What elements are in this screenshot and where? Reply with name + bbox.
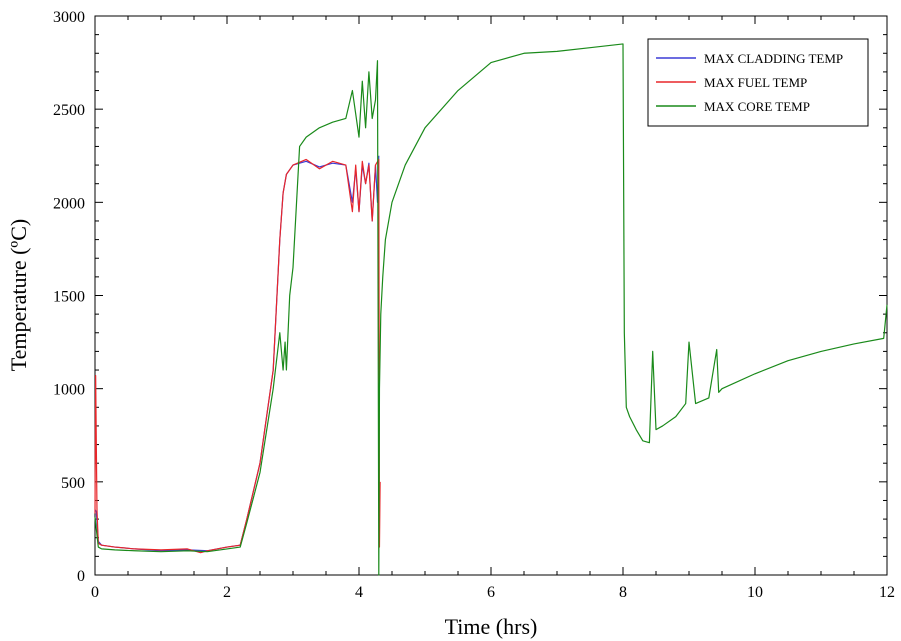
axis-tick-labels: 0 2 4 6 8 10 12 0 500 1000 1500 2000 2500 3000 xyxy=(53,9,895,601)
x-tick-label: 12 xyxy=(879,584,895,601)
axis-ticks xyxy=(94,15,888,576)
y-tick-label: 0 xyxy=(77,568,85,585)
y-tick-label: 500 xyxy=(61,475,85,492)
x-tick-label: 10 xyxy=(747,584,763,601)
x-tick-label: 8 xyxy=(619,584,627,601)
series-line-3 xyxy=(94,43,888,576)
y-tick-label: 2500 xyxy=(53,102,85,119)
legend-label-1: MAX CLADDING TEMP xyxy=(704,51,843,66)
series-line-1 xyxy=(94,155,380,552)
series-line-2 xyxy=(94,158,381,554)
x-tick-label: 2 xyxy=(223,584,231,601)
legend: MAX CLADDING TEMP MAX FUEL TEMP MAX CORE T… xyxy=(647,38,869,127)
x-axis-label: Time (hrs) xyxy=(445,614,538,639)
y-tick-label: 2000 xyxy=(53,195,85,212)
y-tick-label: 1000 xyxy=(53,382,85,399)
x-tick-label: 6 xyxy=(487,584,495,601)
x-tick-label: 4 xyxy=(355,584,363,601)
y-tick-label: 1500 xyxy=(53,289,85,306)
y-tick-label: 3000 xyxy=(53,9,85,26)
legend-label-2: MAX FUEL TEMP xyxy=(704,75,807,90)
series-lines xyxy=(94,43,888,576)
legend-label-3: MAX CORE TEMP xyxy=(704,99,810,114)
x-tick-label: 0 xyxy=(91,584,99,601)
y-axis-label: Temperature (ºC) xyxy=(6,219,31,372)
